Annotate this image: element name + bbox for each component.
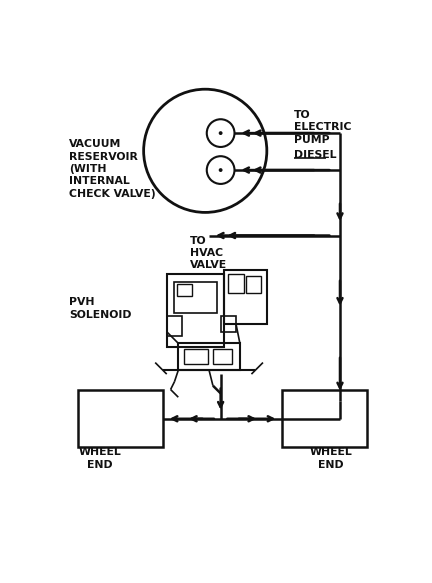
Bar	[175, 282, 217, 312]
Bar	[221, 317, 236, 332]
Circle shape	[219, 131, 222, 135]
Text: TO
ELECTRIC
PUMP: TO ELECTRIC PUMP	[294, 110, 351, 145]
Bar	[167, 317, 182, 336]
Circle shape	[219, 168, 222, 172]
Bar	[225, 270, 267, 324]
Bar	[282, 389, 367, 447]
Text: WHEEL
END: WHEEL END	[78, 447, 121, 470]
Text: PVH
SOLENOID: PVH SOLENOID	[69, 297, 131, 319]
Bar	[177, 284, 192, 296]
Bar	[184, 349, 207, 364]
Bar	[246, 276, 261, 293]
Text: WHEEL
END: WHEEL END	[309, 447, 352, 470]
Bar	[78, 389, 163, 447]
Bar	[213, 349, 232, 364]
Text: VACUUM
RESERVOIR
(WITH
INTERNAL
CHECK VALVE): VACUUM RESERVOIR (WITH INTERNAL CHECK VA…	[69, 139, 156, 199]
Text: TO
HVAC
VALVE: TO HVAC VALVE	[190, 236, 227, 271]
Text: DIESEL: DIESEL	[294, 150, 336, 160]
Bar	[167, 274, 225, 347]
Bar	[229, 274, 244, 293]
Bar	[178, 343, 240, 370]
